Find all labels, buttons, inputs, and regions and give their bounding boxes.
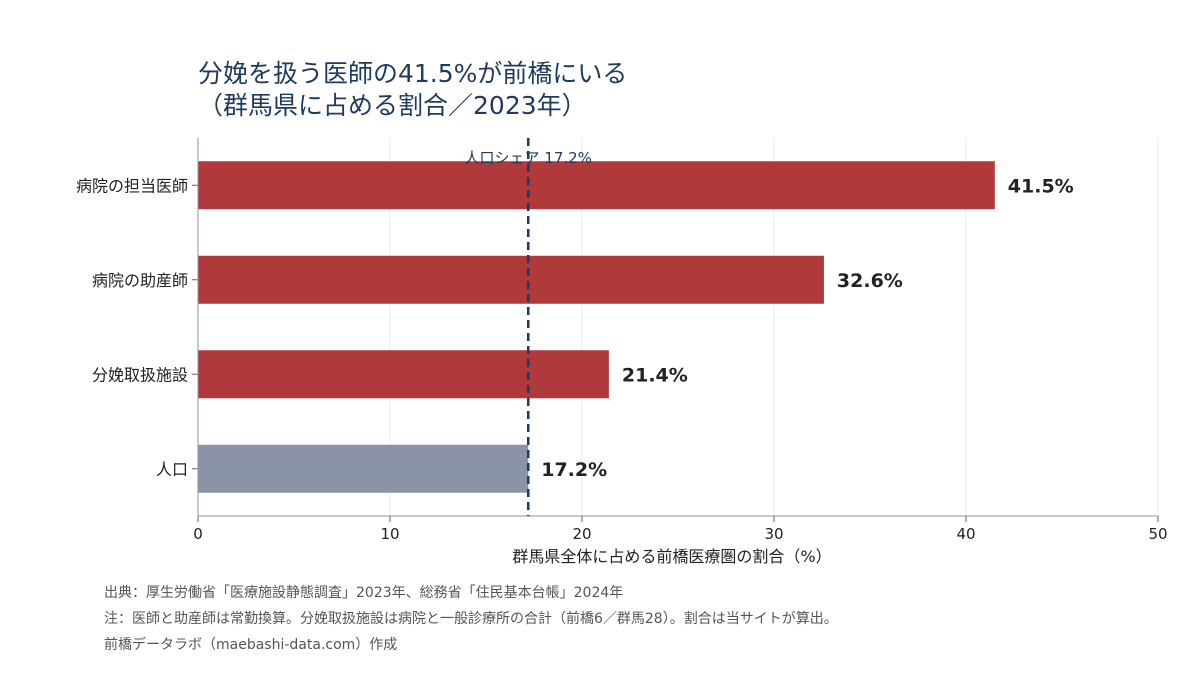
source-note: 出典：厚生労働省「医療施設静態調査」2023年、総務省「住民基本台帳」2024年 [104,585,624,601]
x-tick-label-40: 40 [956,525,975,543]
x-tick-label-20: 20 [572,525,591,543]
value-labels: 41.5% 32.6% 21.4% 17.2% [541,175,1073,481]
value-label-0: 41.5% [1008,175,1074,197]
x-tick-label-10: 10 [380,525,399,543]
method-note: 注：医師と助産師は常勤換算。分娩取扱施設は病院と一般診療所の合計（前橋6／群馬2… [104,611,838,627]
footnotes: 出典：厚生労働省「医療施設静態調査」2023年、総務省「住民基本台帳」2024年… [104,580,838,658]
chart-title-line2: （群馬県に占める割合／2023年） [198,91,587,120]
category-label-1: 病院の助産師 [92,271,188,290]
value-label-2: 21.4% [622,364,688,386]
bar-1 [198,255,824,304]
x-tick-label-30: 30 [764,525,783,543]
chart-title-line1: 分娩を扱う医師の41.5%が前橋にいる [198,59,628,88]
x-tick-label-0: 0 [193,525,203,543]
x-axis-label: 群馬県全体に占める前橋医療圏の割合（%） [512,547,831,566]
category-label-2: 分娩取扱施設 [92,365,188,384]
value-label-3: 17.2% [541,459,607,481]
credit-note: 前橋データラボ（maebashi-data.com）作成 [104,637,398,653]
reference-line-group: 人口シェア 17.2% [465,138,592,516]
axes: 0 10 20 30 40 50 [192,138,1168,543]
reference-line-label: 人口シェア 17.2% [465,149,592,167]
bar-0 [198,161,995,210]
bar-2 [198,350,609,399]
bar-3 [198,444,529,493]
chart-title: 分娩を扱う医師の41.5%が前橋にいる （群馬県に占める割合／2023年） [198,58,627,122]
bars [198,161,995,493]
value-label-1: 32.6% [837,270,903,292]
category-label-3: 人口 [156,460,188,479]
x-tick-label-50: 50 [1148,525,1167,543]
category-label-0: 病院の担当医師 [76,176,188,195]
